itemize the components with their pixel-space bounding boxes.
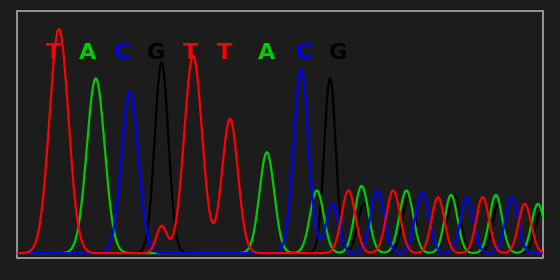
Text: C: C bbox=[296, 43, 312, 63]
Text: G: G bbox=[147, 43, 165, 63]
Text: T: T bbox=[46, 43, 61, 63]
Text: T: T bbox=[183, 43, 198, 63]
Text: C: C bbox=[114, 43, 130, 63]
Text: A: A bbox=[258, 43, 276, 63]
Text: G: G bbox=[329, 43, 347, 63]
Text: T: T bbox=[217, 43, 232, 63]
Text: A: A bbox=[79, 43, 96, 63]
